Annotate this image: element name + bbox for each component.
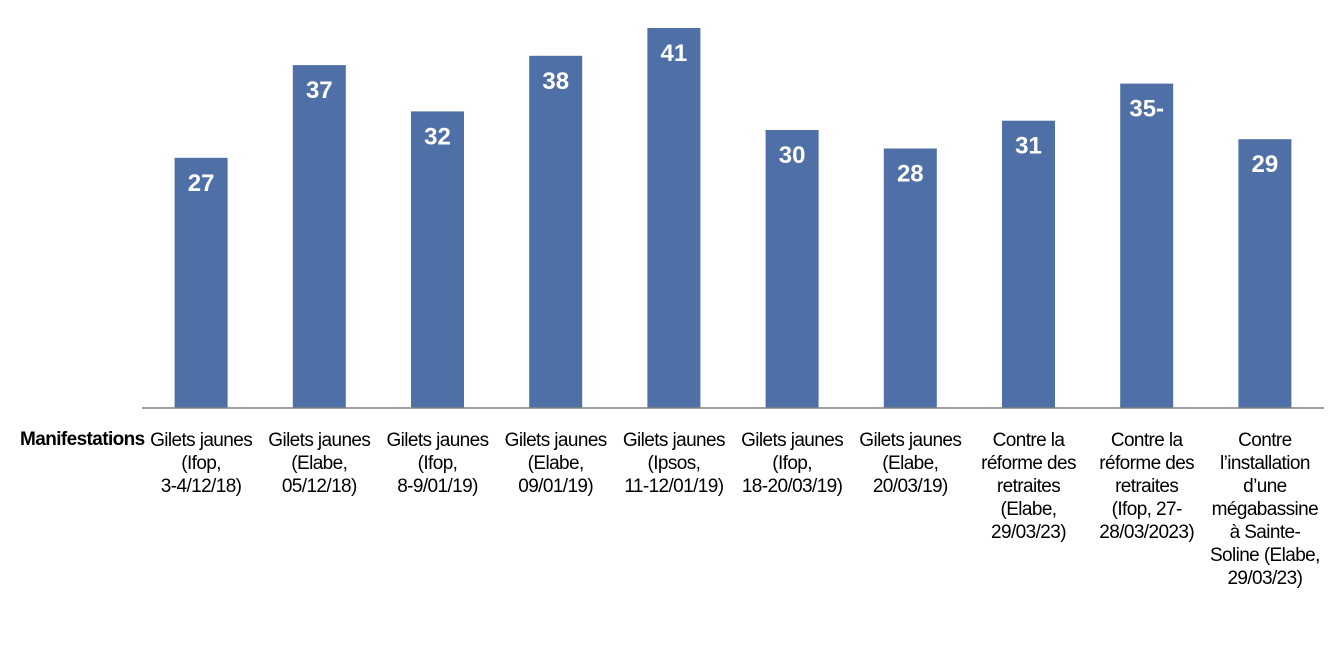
bar-value-label: 37 <box>306 77 333 104</box>
row-label: Manifestations <box>20 429 145 450</box>
bar <box>529 55 583 409</box>
bars-group <box>174 28 1292 409</box>
category-label: Gilets jaunes (Elabe, 05/12/18) <box>268 430 371 497</box>
bar <box>292 65 346 408</box>
category-label: Gilets jaunes (Ifop, 3-4/12/18) <box>150 430 253 497</box>
bar-value-label: 32 <box>424 123 451 150</box>
bar-value-label: 29 <box>1252 151 1279 178</box>
category-label: Gilets jaunes (Ifop, 18-20/03/19) <box>741 430 844 497</box>
category-label: Gilets jaunes (Elabe, 09/01/19) <box>504 430 608 497</box>
bar-value-label: 28 <box>897 161 924 188</box>
bar-value-label: 31 <box>1015 133 1042 160</box>
category-label: Contre la réforme des retraites (Ifop, 2… <box>1099 430 1195 543</box>
category-label: Contre la réforme des retraites (Elabe, … <box>981 430 1076 543</box>
category-label: Gilets jaunes (Elabe, 20/03/19) <box>859 430 962 497</box>
bar <box>765 130 819 408</box>
bar-value-label: 35- <box>1129 96 1164 123</box>
category-label: Gilets jaunes (Ipsos, 11-12/01/19) <box>622 430 726 497</box>
category-label: Contre l’installation d’une mégabassine … <box>1209 430 1321 589</box>
bar-value-label: 30 <box>779 142 806 169</box>
bar <box>1238 139 1292 408</box>
bar <box>1002 120 1055 408</box>
category-label: Gilets jaunes (Ifop, 8-9/01/19) <box>386 430 489 497</box>
bar <box>1120 83 1174 408</box>
bar-value-label: 27 <box>188 170 215 197</box>
bar <box>174 157 228 408</box>
bar <box>883 148 937 408</box>
value-labels-group: 27 37 32 38 41 30 28 31 35- 29 <box>188 40 1279 197</box>
bar <box>411 111 464 409</box>
bar-value-label: 41 <box>661 40 688 67</box>
bar <box>647 28 701 408</box>
bar-value-label: 38 <box>542 68 569 95</box>
